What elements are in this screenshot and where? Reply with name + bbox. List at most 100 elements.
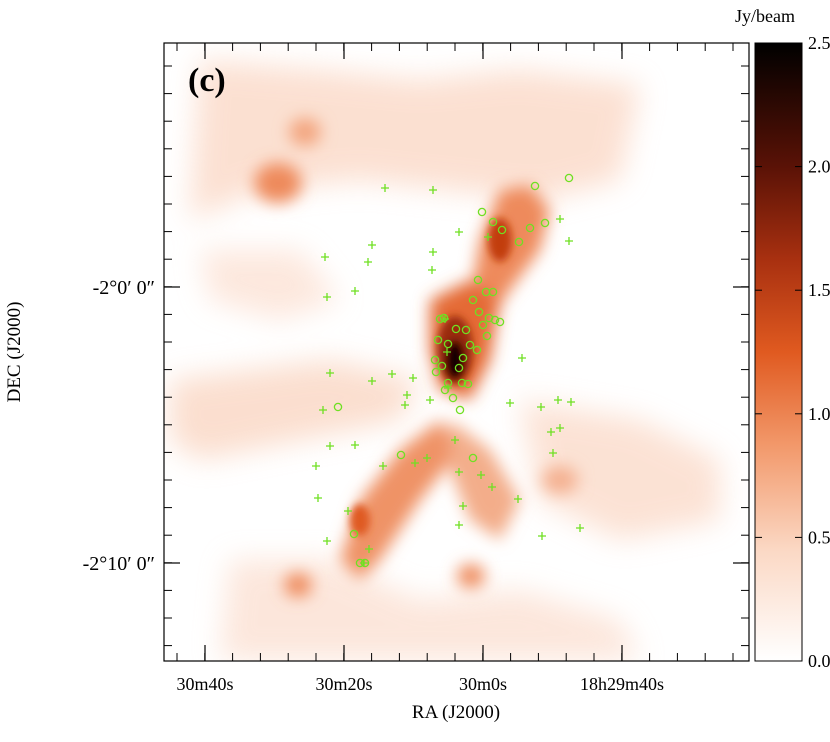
source-plus-marker — [411, 459, 419, 467]
source-circle-marker — [448, 393, 458, 403]
source-circle-marker — [514, 237, 524, 247]
colorbar-tick-label-3: 1.5 — [808, 280, 830, 300]
source-circle-marker — [497, 225, 507, 235]
source-plus-marker — [409, 374, 417, 382]
source-plus-marker — [314, 494, 322, 502]
filament-se — [450, 420, 520, 540]
colorbar-label: Jy/beam — [735, 6, 795, 26]
x-axis-title: RA (J2000) — [412, 702, 500, 723]
source-plus-marker — [351, 287, 359, 295]
colorbar-tick-label-0: 0.0 — [808, 651, 830, 671]
faint-emission-east — [520, 400, 720, 540]
source-circle-marker — [482, 331, 492, 341]
plot-frame — [163, 42, 750, 662]
source-circle-marker — [468, 295, 478, 305]
source-circle-marker — [564, 173, 574, 183]
source-plus-marker — [351, 441, 359, 449]
colorbar — [754, 42, 803, 662]
source-circle-marker — [433, 335, 443, 345]
source-plus-marker — [567, 398, 575, 406]
source-circle-marker — [465, 340, 475, 350]
x-tick-label-4: 18h29m40s — [580, 674, 664, 694]
source-plus-marker — [556, 424, 564, 432]
source-circle-marker — [431, 367, 441, 377]
source-circle-marker — [461, 325, 471, 335]
panel-label: (c) — [188, 62, 226, 99]
source-plus-marker — [554, 396, 562, 404]
source-plus-marker — [459, 502, 467, 510]
source-circle-marker — [355, 558, 365, 568]
source-plus-marker — [547, 428, 555, 436]
source-plus-marker — [488, 483, 496, 491]
x-tick-label-2: 30m20s — [315, 674, 372, 694]
source-plus-marker — [321, 253, 329, 261]
source-plus-marker — [576, 524, 584, 532]
colorbar-tick-label-2: 1.0 — [808, 404, 830, 424]
source-circle-marker — [435, 314, 445, 324]
source-circle-marker — [440, 385, 450, 395]
core-peak — [445, 340, 465, 380]
x-tick-label-1: 30m40s — [176, 674, 233, 694]
source-circle-marker — [454, 363, 464, 373]
source-circle-marker — [468, 453, 478, 463]
source-circle-marker — [360, 558, 370, 568]
source-plus-marker — [312, 462, 320, 470]
source-circle-marker — [457, 378, 467, 388]
source-circle-marker — [488, 287, 498, 297]
faint-emission-nw — [200, 250, 340, 320]
colorbar-tick-label-1: 0.5 — [808, 527, 830, 547]
source-circle-marker — [430, 355, 440, 365]
source-plus-marker — [368, 241, 376, 249]
source-plus-marker — [365, 545, 373, 553]
faint-emission-north — [190, 60, 640, 220]
source-plus-marker — [484, 233, 492, 241]
source-circle-marker — [525, 223, 535, 233]
source-plus-marker — [455, 228, 463, 236]
source-plus-marker — [455, 521, 463, 529]
x-axis-major-ticks — [204, 43, 623, 661]
filament-ne — [470, 185, 550, 320]
faint-emission-west — [170, 360, 420, 460]
colorbar-tick-label-5: 2.5 — [808, 33, 830, 53]
source-plus-marker — [368, 377, 376, 385]
source-circle-marker — [495, 317, 505, 327]
core-sw — [350, 504, 370, 536]
clump-nw — [254, 163, 302, 203]
source-circle-marker — [458, 353, 468, 363]
source-circle-marker — [349, 529, 359, 539]
source-plus-marker — [518, 354, 526, 362]
source-plus-marker — [538, 532, 546, 540]
source-plus-marker — [323, 537, 331, 545]
y-tick-label-2: -2°10′ 0″ — [83, 553, 155, 575]
source-plus-marker — [344, 507, 352, 515]
source-plus-marker — [403, 391, 411, 399]
source-plus-marker — [514, 495, 522, 503]
colorbar-tick-label-4: 2.0 — [808, 157, 830, 177]
source-circle-marker — [443, 339, 453, 349]
source-plus-marker — [326, 442, 334, 450]
source-markers — [312, 173, 584, 568]
source-circle-marker — [474, 307, 484, 317]
source-circle-marker — [396, 450, 406, 460]
source-circle-marker — [451, 324, 461, 334]
source-circle-marker — [443, 378, 453, 388]
source-plus-marker — [556, 215, 564, 223]
source-circle-marker — [477, 207, 487, 217]
source-plus-marker — [423, 454, 431, 462]
source-plus-marker — [429, 248, 437, 256]
source-circle-marker — [333, 402, 343, 412]
source-circle-marker — [540, 218, 550, 228]
source-plus-marker — [455, 468, 463, 476]
source-plus-marker — [388, 370, 396, 378]
colorbar-ticks: 0.0 0.5 1.0 1.5 2.0 2.5 — [755, 33, 830, 671]
source-plus-marker — [429, 186, 437, 194]
y-axis-major-ticks — [164, 286, 749, 564]
source-plus-marker — [326, 369, 334, 377]
source-plus-marker — [565, 237, 573, 245]
clump-s1 — [284, 573, 312, 597]
source-plus-marker — [323, 293, 331, 301]
source-circle-marker — [455, 405, 465, 415]
source-plus-marker — [428, 266, 436, 274]
source-plus-marker — [401, 401, 409, 409]
source-plus-marker — [537, 403, 545, 411]
